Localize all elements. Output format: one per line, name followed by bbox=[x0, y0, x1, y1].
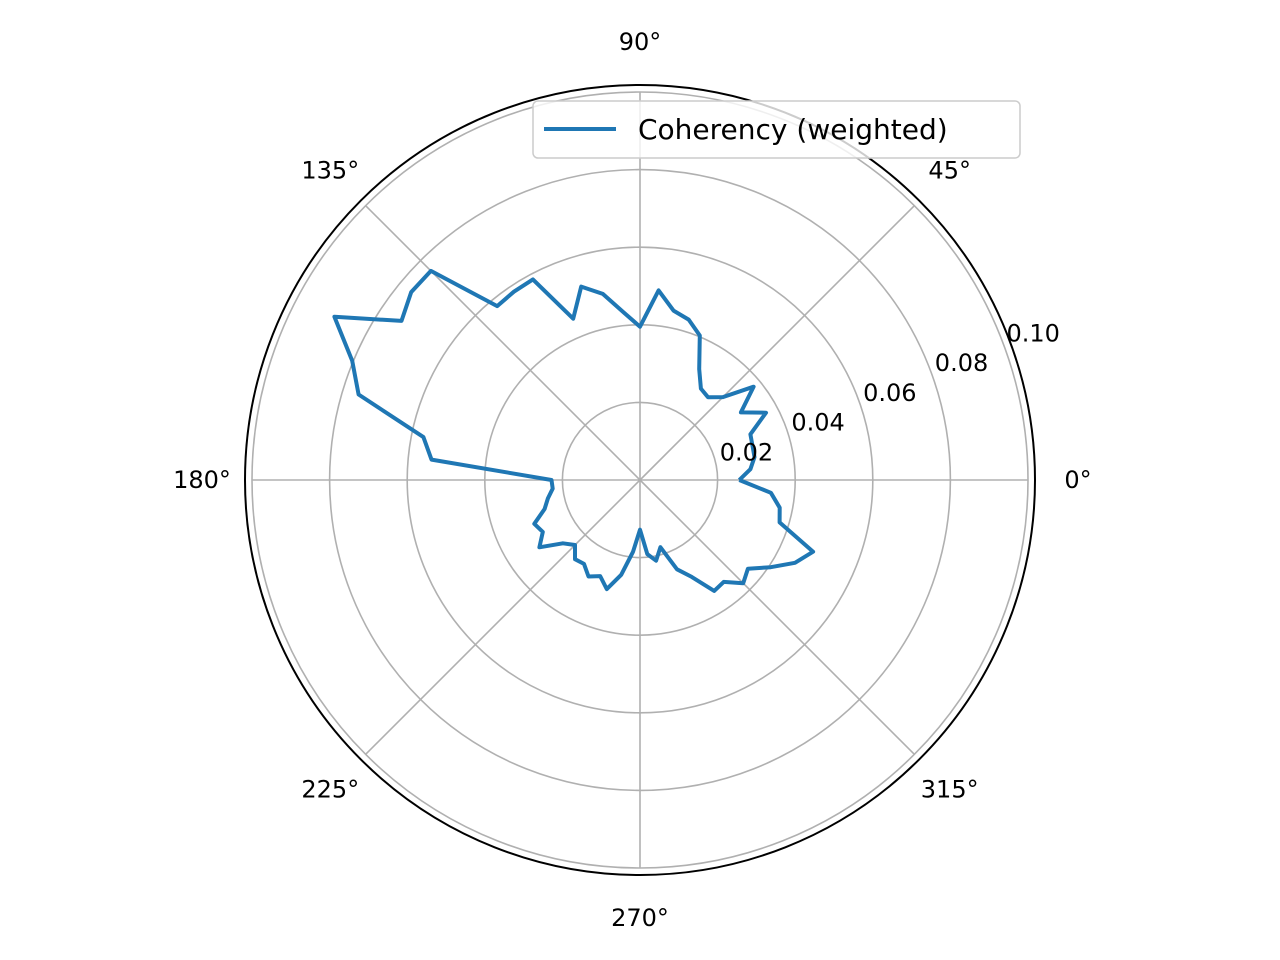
theta-tick-label: 270° bbox=[611, 904, 669, 932]
r-tick-label: 0.10 bbox=[1007, 320, 1060, 348]
series-line-1 bbox=[332, 268, 816, 593]
r-tick-label: 0.06 bbox=[863, 379, 916, 407]
legend-box bbox=[532, 100, 1021, 159]
theta-tick-label: 90° bbox=[619, 28, 662, 56]
theta-tick-label: 0° bbox=[1064, 466, 1091, 494]
legend: Coherency (weighted) bbox=[532, 100, 1021, 159]
polar-frame bbox=[244, 84, 1036, 876]
theta-gridline-135 bbox=[365, 205, 641, 481]
theta-tick-label: 135° bbox=[301, 156, 359, 184]
theta-tick-label: 180° bbox=[173, 466, 231, 494]
theta-tick-label: 315° bbox=[921, 776, 979, 804]
theta-gridline-225 bbox=[365, 479, 641, 755]
r-tick-label: 0.08 bbox=[935, 349, 988, 377]
theta-gridline-315 bbox=[639, 479, 915, 755]
r-tick-label: 0.02 bbox=[720, 438, 773, 466]
theta-tick-label: 225° bbox=[301, 776, 359, 804]
r-tick-label: 0.04 bbox=[791, 409, 844, 437]
series-layer bbox=[332, 268, 816, 593]
tick-labels: 0.02 0.04 0.06 0.08 0.10 0° 45° 90° 135° 180° 225°… bbox=[173, 28, 1092, 932]
legend-label: Coherency (weighted) bbox=[638, 113, 948, 146]
polar-grid bbox=[251, 91, 1029, 869]
theta-tick-label: 45° bbox=[928, 156, 971, 184]
theta-gridline-45 bbox=[639, 205, 915, 481]
